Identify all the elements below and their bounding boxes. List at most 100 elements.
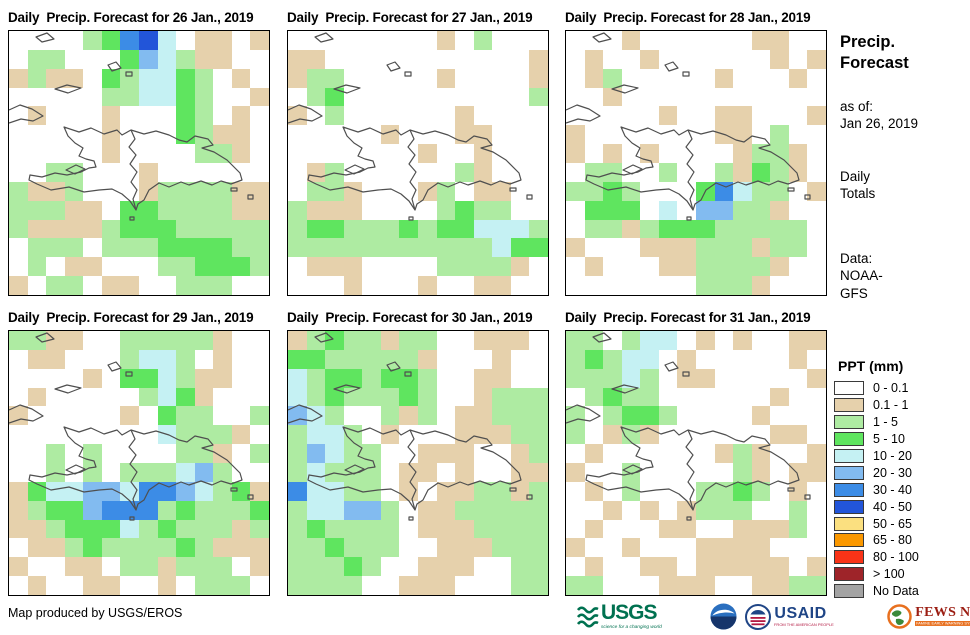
legend-swatch: [834, 550, 864, 565]
precip-cell: [306, 125, 326, 145]
precip-cell: [603, 425, 622, 445]
precip-cell: [194, 238, 214, 258]
precip-cell: [325, 276, 344, 295]
precip-cell: [714, 144, 734, 163]
precip-cell: [510, 425, 530, 445]
precip-cell: [64, 463, 84, 482]
precip-cell: [288, 257, 307, 277]
precip-cell: [288, 387, 307, 407]
precip-cell: [436, 163, 456, 182]
precip-cell: [733, 519, 752, 539]
precip-cell: [788, 106, 808, 126]
map-canvas: [8, 30, 270, 296]
precip-cell: [510, 163, 530, 182]
precip-cell: [770, 331, 789, 350]
precip-cell: [436, 349, 456, 369]
interval-block: Daily Totals: [840, 168, 875, 203]
precip-cell: [213, 538, 232, 558]
panel-title: Daily Precip. Forecast for 30 Jan., 2019: [287, 310, 533, 325]
precip-cell: [9, 144, 28, 163]
precip-cell: [325, 576, 344, 595]
precip-cell: [288, 331, 307, 350]
precip-cell: [138, 557, 158, 577]
precip-cell: [306, 87, 326, 107]
precip-cell: [677, 219, 696, 239]
precip-cell: [176, 444, 195, 463]
precip-cell: [529, 406, 548, 426]
precip-cell: [733, 106, 752, 126]
precip-cell: [120, 538, 139, 558]
precip-cell: [473, 425, 493, 445]
precip-cell: [306, 106, 326, 126]
precip-cell: [436, 257, 456, 277]
precip-cell: [603, 349, 622, 369]
precip-cell: [362, 276, 381, 295]
precip-cell: [27, 68, 47, 88]
precip-cell: [101, 557, 121, 577]
precip-cell: [770, 519, 789, 539]
legend-label: > 100: [873, 567, 905, 582]
precip-cell: [213, 181, 232, 201]
precip-cell: [288, 144, 307, 163]
precip-cell: [27, 444, 47, 463]
precip-cell: [83, 49, 102, 69]
precip-cell: [194, 538, 214, 558]
precip-cell: [584, 349, 604, 369]
precip-cell: [455, 49, 474, 69]
precip-cell: [9, 106, 28, 126]
precip-cell: [157, 238, 177, 258]
legend: PPT (mm) 0 - 0.1 0.1 - 1 1 - 5 5 - 10 10 - 2…: [834, 358, 964, 600]
precip-cell: [695, 219, 715, 239]
precip-cell: [325, 463, 344, 482]
precip-cell: [621, 331, 641, 350]
precip-cell: [27, 349, 47, 369]
precip-cell: [510, 500, 530, 520]
precip-cell: [751, 425, 771, 445]
precip-cell: [176, 68, 195, 88]
legend-swatch: [834, 567, 864, 582]
precip-cell: [9, 519, 28, 539]
precip-cell: [399, 500, 418, 520]
precip-cell: [621, 538, 641, 558]
precip-cell: [9, 31, 28, 50]
precip-cell: [807, 463, 826, 482]
precip-cell: [658, 31, 678, 50]
precip-cell: [362, 181, 381, 201]
precip-cell: [343, 200, 363, 220]
precip-cell: [362, 368, 381, 388]
precip-cell: [770, 144, 789, 163]
precip-cell: [584, 331, 604, 350]
precip-cell: [695, 463, 715, 482]
precip-cell: [788, 49, 808, 69]
precip-cell: [621, 463, 641, 482]
precip-cell: [603, 238, 622, 258]
precip-cell: [714, 538, 734, 558]
precip-cell: [658, 49, 678, 69]
precip-cell: [343, 219, 363, 239]
precip-cell: [566, 538, 585, 558]
precip-cell: [770, 106, 789, 126]
precip-cell: [27, 163, 47, 182]
precip-cell: [658, 425, 678, 445]
precip-cell: [176, 163, 195, 182]
precip-cell: [417, 349, 437, 369]
precip-cell: [788, 257, 808, 277]
precip-cell: [566, 238, 585, 258]
precip-cell: [677, 163, 696, 182]
precip-cell: [677, 68, 696, 88]
precip-cell: [380, 276, 400, 295]
precip-cell: [751, 387, 771, 407]
precip-cell: [640, 406, 659, 426]
precip-cell: [492, 557, 511, 577]
data-source-block: Data: NOAA- GFS: [840, 250, 883, 302]
precip-cell: [362, 557, 381, 577]
precip-cell: [138, 331, 158, 350]
precip-cell: [566, 481, 585, 501]
precip-cell: [714, 219, 734, 239]
precip-cell: [101, 425, 121, 445]
precip-cell: [288, 425, 307, 445]
fewsnet-globe-icon: [887, 604, 913, 629]
legend-items: 0 - 0.1 0.1 - 1 1 - 5 5 - 10 10 - 20 20 - 30 3…: [834, 380, 964, 600]
precip-cell: [194, 68, 214, 88]
precip-cell: [46, 576, 65, 595]
